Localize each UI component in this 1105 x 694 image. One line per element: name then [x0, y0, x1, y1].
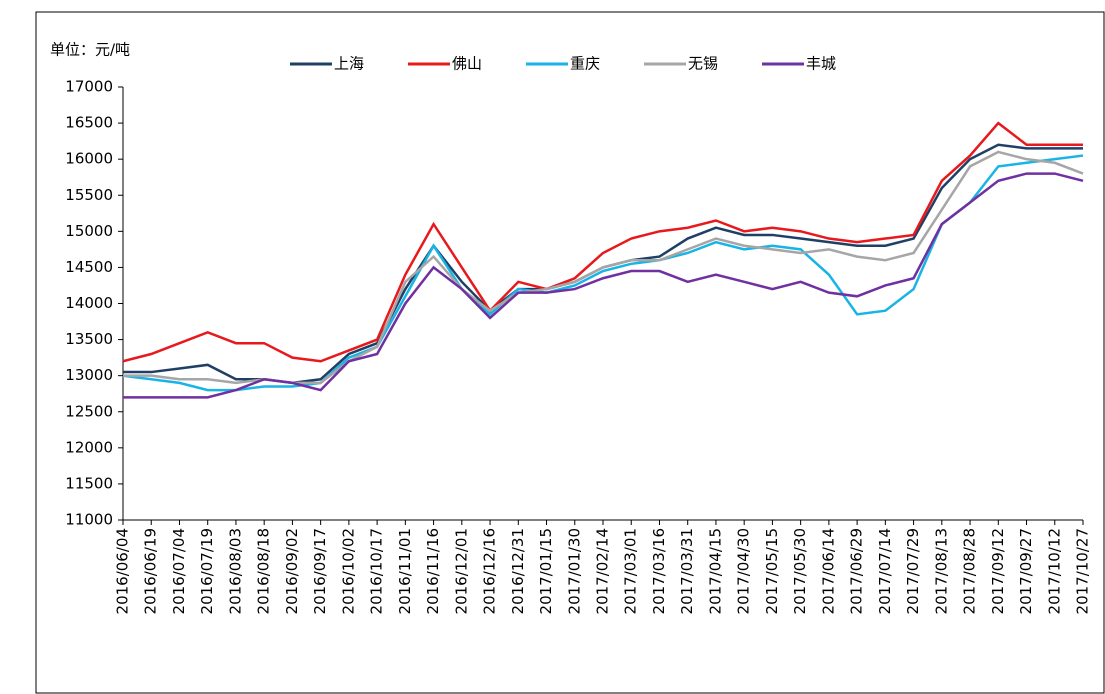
legend-label: 上海 — [334, 55, 364, 73]
x-tick-label: 2017/01/15 — [537, 528, 555, 614]
x-tick-label: 2016/06/04 — [114, 528, 132, 614]
x-tick-label: 2017/09/12 — [989, 528, 1007, 614]
y-tick-label: 16500 — [65, 114, 113, 132]
y-tick-label: 14500 — [65, 258, 113, 276]
legend-label: 重庆 — [570, 55, 600, 73]
x-tick-label: 2017/01/30 — [565, 528, 583, 614]
y-tick-label: 13000 — [65, 366, 113, 384]
x-tick-label: 2016/07/04 — [170, 528, 188, 614]
x-tick-label: 2017/05/15 — [763, 528, 781, 614]
x-tick-label: 2017/10/27 — [1074, 528, 1092, 614]
x-tick-label: 2017/08/28 — [961, 528, 979, 614]
x-tick-label: 2017/06/29 — [848, 528, 866, 614]
x-tick-label: 2017/04/15 — [706, 528, 724, 614]
x-tick-label: 2017/07/29 — [904, 528, 922, 614]
x-tick-label: 2017/07/14 — [876, 528, 894, 614]
y-tick-label: 15500 — [65, 186, 113, 204]
legend-label: 丰城 — [806, 55, 836, 73]
y-tick-label: 16000 — [65, 150, 113, 168]
frame — [35, 11, 1105, 694]
x-tick-label: 2017/03/16 — [650, 528, 668, 614]
x-tick-label: 2016/08/18 — [255, 528, 273, 614]
series-line — [123, 172, 1084, 399]
x-tick-label: 2016/09/02 — [283, 528, 301, 614]
x-tick-label: 2016/11/01 — [396, 528, 414, 614]
x-tick-label: 2017/06/14 — [819, 528, 837, 614]
series-line — [122, 154, 1084, 392]
x-tick-label: 2016/12/01 — [452, 528, 470, 614]
y-tick-label: 14000 — [65, 294, 113, 312]
y-tick-label: 17000 — [65, 78, 113, 96]
legend-label: 无锡 — [688, 55, 718, 73]
y-axis-label: 单位：元/吨 — [50, 41, 130, 59]
x-tick-label: 2016/12/16 — [481, 528, 499, 614]
x-tick-label: 2016/09/17 — [311, 528, 329, 614]
x-tick-label: 2017/03/31 — [678, 528, 696, 614]
y-tick-label: 12000 — [65, 438, 113, 456]
x-tick-label: 2016/08/03 — [226, 528, 244, 614]
series-line — [123, 143, 1083, 385]
x-tick-label: 2016/11/16 — [424, 528, 442, 614]
y-tick-label: 15000 — [65, 222, 113, 240]
x-tick-label: 2017/08/13 — [932, 528, 950, 614]
legend-label: 佛山 — [452, 55, 482, 73]
y-tick-label: 12500 — [65, 402, 113, 420]
y-tick-label: 11000 — [65, 511, 113, 529]
y-tick-label: 11500 — [65, 474, 113, 492]
x-tick-label: 2017/03/01 — [622, 528, 640, 614]
x-tick-label: 2017/09/27 — [1017, 528, 1035, 614]
x-tick-label: 2017/05/30 — [791, 528, 809, 614]
x-tick-label: 2016/10/02 — [339, 528, 357, 614]
x-tick-label: 2016/12/31 — [509, 528, 527, 614]
x-tick-label: 2016/10/17 — [368, 528, 386, 614]
x-tick-label: 2016/06/19 — [142, 528, 160, 614]
x-tick-label: 2016/07/19 — [198, 528, 216, 614]
series-line — [122, 121, 1083, 363]
y-tick-label: 13500 — [65, 330, 113, 348]
x-tick-label: 2017/02/14 — [594, 528, 612, 614]
x-tick-label: 2017/10/12 — [1045, 528, 1063, 614]
x-tick-label: 2017/04/30 — [735, 528, 753, 614]
